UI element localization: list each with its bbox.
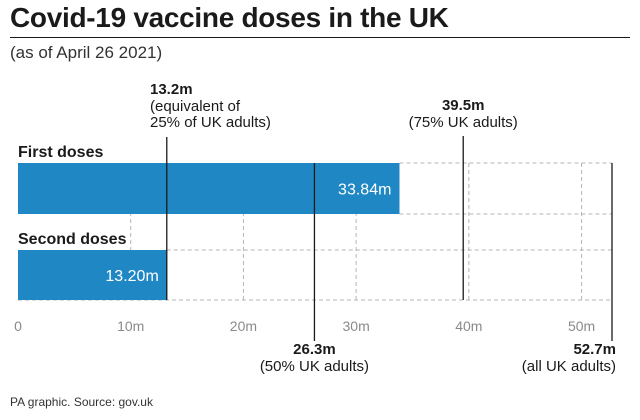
reference-note: (50% UK adults) bbox=[260, 358, 369, 375]
reference-note: (all UK adults) bbox=[522, 358, 616, 375]
title-divider bbox=[10, 37, 630, 38]
category-label: First doses bbox=[18, 144, 103, 161]
chart-subtitle: (as of April 26 2021) bbox=[10, 43, 163, 62]
bar-overlay bbox=[18, 163, 400, 214]
chart-title: Covid-19 vaccine doses in the UK bbox=[10, 2, 449, 33]
x-tick-label: 0 bbox=[14, 318, 22, 334]
category-label: Second doses bbox=[18, 231, 127, 248]
x-tick-label: 10m bbox=[117, 318, 144, 334]
reference-note: (equivalent of bbox=[150, 98, 241, 115]
data-label: 13.20m bbox=[105, 268, 158, 285]
x-tick-label: 20m bbox=[230, 318, 257, 334]
reference-value-label: 13.2m bbox=[150, 81, 193, 98]
bar-overlay bbox=[18, 250, 167, 300]
reference-value-label: 39.5m bbox=[442, 97, 485, 114]
x-tick-label: 50m bbox=[568, 318, 595, 334]
x-tick-label: 30m bbox=[343, 318, 370, 334]
source-note: PA graphic. Source: gov.uk bbox=[10, 395, 153, 409]
reference-value-label: 26.3m bbox=[293, 341, 336, 358]
reference-note: (75% UK adults) bbox=[409, 114, 518, 131]
reference-value-label: 52.7m bbox=[573, 341, 616, 358]
x-tick-label: 40m bbox=[455, 318, 482, 334]
reference-note: 25% of UK adults) bbox=[150, 114, 271, 131]
data-label: 33.84m bbox=[338, 182, 391, 199]
